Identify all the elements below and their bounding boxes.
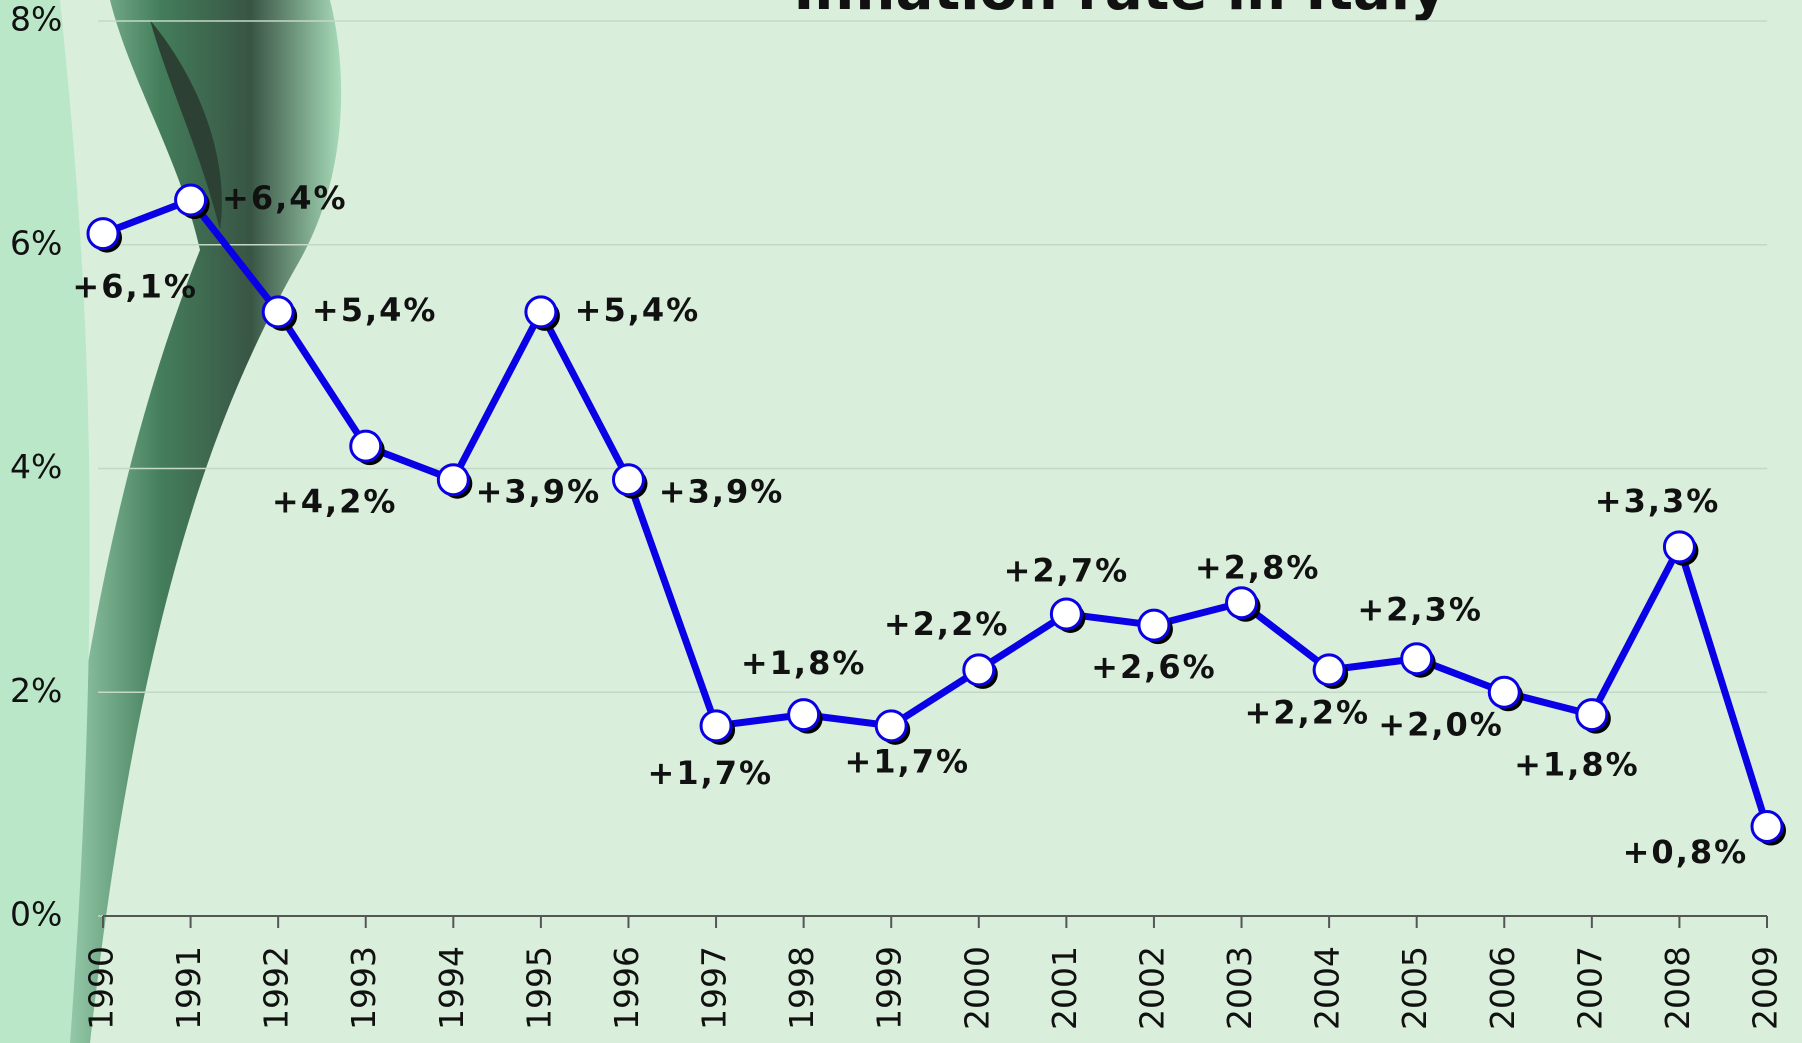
x-tick-label: 1999 (870, 946, 909, 1030)
y-tick-label: 8% (10, 0, 62, 39)
data-label: +2,2% (884, 605, 1010, 643)
data-label: +2,7% (1004, 552, 1130, 590)
data-point (526, 297, 556, 327)
page: {"chart_data": {"type": "line", "title":… (0, 0, 1802, 1043)
data-label: +5,4% (575, 291, 701, 329)
x-tick-label: 2001 (1045, 946, 1084, 1030)
data-point (1139, 610, 1169, 640)
data-label: +4,2% (272, 483, 398, 521)
x-tick-label: 1995 (519, 946, 558, 1030)
data-point (1489, 677, 1519, 707)
data-label: +2,8% (1195, 548, 1321, 586)
background-swirl (0, 0, 341, 1043)
data-label: +6,4% (222, 179, 348, 217)
data-point (351, 431, 381, 461)
x-tick-label: 2006 (1483, 946, 1522, 1030)
data-label: +5,4% (312, 291, 438, 329)
data-label: +2,0% (1378, 706, 1504, 744)
x-tick-label: 1990 (82, 946, 121, 1030)
data-point (1664, 532, 1694, 562)
data-point (438, 465, 468, 495)
data-label: +1,8% (1514, 745, 1640, 783)
x-tick-label: 1997 (695, 946, 734, 1030)
x-tick-label: 2009 (1746, 946, 1785, 1030)
x-tick-label: 1991 (169, 946, 208, 1030)
data-point (88, 219, 118, 249)
data-label: +1,7% (648, 754, 774, 792)
data-point (176, 185, 206, 215)
chart: Inflation rate in Italy 0% 2% 4% 6% 8% 1990 19… (0, 0, 1802, 1043)
data-label: +3,9% (659, 472, 785, 510)
data-point (1402, 644, 1432, 674)
data-point (701, 711, 731, 741)
x-tick-label: 2008 (1658, 946, 1697, 1030)
x-tick-label: 1996 (607, 946, 646, 1030)
data-label: +3,9% (476, 472, 602, 510)
data-label: +6,1% (72, 268, 198, 306)
y-tick-label: 2% (10, 671, 62, 710)
data-point (789, 700, 819, 730)
data-label: +2,3% (1357, 591, 1483, 629)
data-point (876, 711, 906, 741)
data-label: +1,8% (741, 644, 867, 682)
y-tick-label: 4% (10, 447, 62, 486)
data-point (1752, 812, 1782, 842)
x-tick-label: 2007 (1570, 946, 1609, 1030)
x-tick-label: 2005 (1395, 946, 1434, 1030)
chart-title: Inflation rate in Italy (793, 0, 1446, 23)
data-point (1227, 588, 1257, 618)
y-tick-label: 6% (10, 223, 62, 262)
x-tick-label: 1994 (432, 946, 471, 1030)
data-point (1577, 700, 1607, 730)
x-tick-label: 2003 (1220, 946, 1259, 1030)
data-label: +0,8% (1623, 833, 1749, 871)
data-point (1314, 655, 1344, 685)
data-point (263, 297, 293, 327)
x-tick-label: 1998 (782, 946, 821, 1030)
data-point (964, 655, 994, 685)
x-tick-label: 2000 (957, 946, 996, 1030)
data-label: +2,6% (1091, 648, 1217, 686)
data-label: +3,3% (1595, 482, 1721, 520)
data-label: +1,7% (845, 743, 971, 781)
x-tick-label: 2002 (1132, 946, 1171, 1030)
y-tick-label: 0% (10, 895, 62, 934)
data-point (613, 465, 643, 495)
x-tick-label: 1993 (344, 946, 383, 1030)
x-tick-label: 2004 (1308, 946, 1347, 1030)
x-tick-label: 1992 (257, 946, 296, 1030)
data-point (1051, 599, 1081, 629)
data-label: +2,2% (1244, 694, 1370, 732)
